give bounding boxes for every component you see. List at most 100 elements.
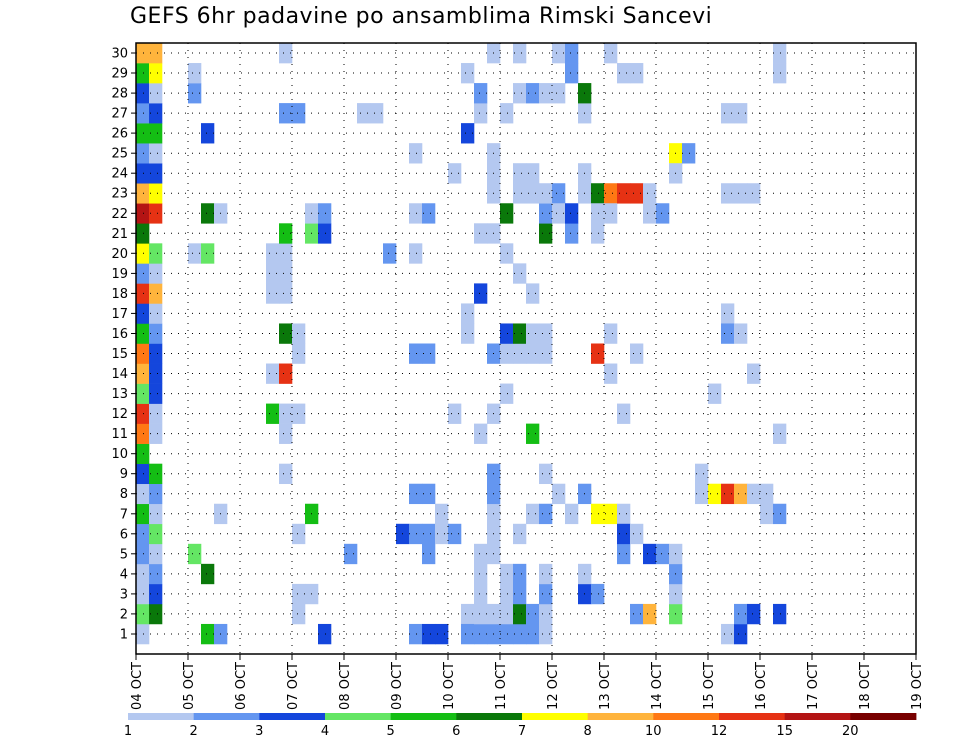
heatmap-cell xyxy=(513,43,527,64)
heatmap-cell xyxy=(136,283,150,304)
heatmap-cell xyxy=(136,503,150,525)
y-tick-label: 28 xyxy=(111,87,128,102)
heatmap-cell xyxy=(513,603,527,625)
heatmap-cell xyxy=(149,163,163,184)
heatmap-cell xyxy=(136,523,150,545)
heatmap-cell xyxy=(539,83,553,104)
heatmap-cell xyxy=(435,503,449,525)
heatmap-cell xyxy=(539,463,553,485)
heatmap-cell xyxy=(552,83,566,104)
heatmap-cell xyxy=(266,263,280,284)
heatmap-cell xyxy=(513,183,527,204)
heatmap-cell xyxy=(279,243,293,264)
x-tick-label: 19 OCT xyxy=(910,662,925,710)
heatmap-cell xyxy=(318,623,332,645)
heatmap-cell xyxy=(461,323,475,344)
heatmap-cell xyxy=(136,163,150,184)
heatmap-cell xyxy=(136,323,150,344)
y-tick-label: 11 xyxy=(111,427,128,442)
colorbar-label: 10 xyxy=(645,724,662,739)
heatmap-cell xyxy=(526,323,540,344)
plot-frame xyxy=(135,42,917,655)
y-tick-label: 15 xyxy=(111,347,128,362)
heatmap-cell xyxy=(448,403,462,424)
heatmap-cell xyxy=(149,303,163,324)
heatmap-cell xyxy=(747,363,761,384)
heatmap-cell xyxy=(747,603,761,625)
heatmap-cell xyxy=(500,243,514,264)
heatmap-cell xyxy=(136,403,150,424)
y-tick-label: 24 xyxy=(111,167,128,182)
heatmap-cell xyxy=(539,223,553,244)
heatmap-cell xyxy=(149,263,163,284)
y-tick-label: 9 xyxy=(120,467,128,482)
heatmap-cell xyxy=(526,423,540,444)
heatmap-cell xyxy=(136,123,150,144)
heatmap-cell xyxy=(500,603,514,625)
heatmap-cell xyxy=(409,483,423,505)
y-tick-label: 25 xyxy=(111,147,128,162)
heatmap-cell xyxy=(201,623,215,645)
heatmap-cell xyxy=(266,243,280,264)
heatmap-cell xyxy=(149,103,163,124)
heatmap-cell xyxy=(136,623,150,645)
heatmap-cell xyxy=(526,343,540,364)
heatmap-cell xyxy=(136,443,150,464)
heatmap-cell xyxy=(461,123,475,144)
heatmap-cell xyxy=(136,483,150,505)
heatmap-cell xyxy=(279,323,293,344)
colorbar-swatch xyxy=(784,713,851,720)
heatmap-cell xyxy=(149,63,163,84)
heatmap-cell xyxy=(149,203,163,224)
heatmap-cells xyxy=(136,43,787,645)
heatmap-cell xyxy=(149,523,163,545)
chart-title: GEFS 6hr padavine po ansamblima Rimski S… xyxy=(130,4,713,29)
heatmap-cell xyxy=(318,203,332,224)
colorbar-swatch xyxy=(456,713,523,720)
x-tick-label: 05 OCT xyxy=(182,662,197,710)
heatmap-cell xyxy=(539,603,553,625)
colorbar-swatch xyxy=(128,713,195,720)
heatmap-cell xyxy=(149,323,163,344)
heatmap-cell xyxy=(136,563,150,585)
heatmap-cell xyxy=(279,43,293,64)
heatmap-cell xyxy=(721,103,735,124)
heatmap-cell xyxy=(136,463,150,485)
colorbar-swatch xyxy=(193,713,260,720)
heatmap-cell xyxy=(708,383,722,404)
heatmap-cell xyxy=(513,323,527,344)
heatmap-cell xyxy=(539,503,553,525)
heatmap-cell xyxy=(448,523,462,545)
heatmap-cell xyxy=(591,183,605,204)
y-tick-label: 7 xyxy=(120,507,128,522)
heatmap-cell xyxy=(136,83,150,104)
heatmap-cell xyxy=(513,83,527,104)
colorbar-label: 7 xyxy=(518,724,526,739)
heatmap-cell xyxy=(292,323,306,344)
heatmap-cell xyxy=(201,203,215,224)
heatmap-cell xyxy=(734,103,748,124)
heatmap-cell xyxy=(617,183,631,204)
heatmap-cell xyxy=(604,323,618,344)
heatmap-cell xyxy=(149,403,163,424)
heatmap-cell xyxy=(136,363,150,384)
heatmap-cell xyxy=(721,183,735,204)
heatmap-cell xyxy=(136,103,150,124)
x-tick-label: 09 OCT xyxy=(390,662,405,710)
y-tick-label: 5 xyxy=(120,547,128,562)
heatmap-cell xyxy=(149,483,163,505)
heatmap-cell xyxy=(721,623,735,645)
heatmap-cell xyxy=(500,103,514,124)
heatmap-cell xyxy=(188,63,202,84)
heatmap-cell xyxy=(617,503,631,525)
heatmap-cell xyxy=(422,543,436,565)
heatmap-cell xyxy=(474,603,488,625)
heatmap-cell xyxy=(318,223,332,244)
heatmap-cell xyxy=(500,383,514,404)
heatmap-cell xyxy=(734,183,748,204)
heatmap-cell xyxy=(448,163,462,184)
heatmap-cell xyxy=(526,163,540,184)
heatmap-cell xyxy=(370,103,384,124)
colorbar: 1 2 3 4 5 6 7 8 10 12 15 20 xyxy=(124,713,917,739)
heatmap-cell xyxy=(500,583,514,605)
